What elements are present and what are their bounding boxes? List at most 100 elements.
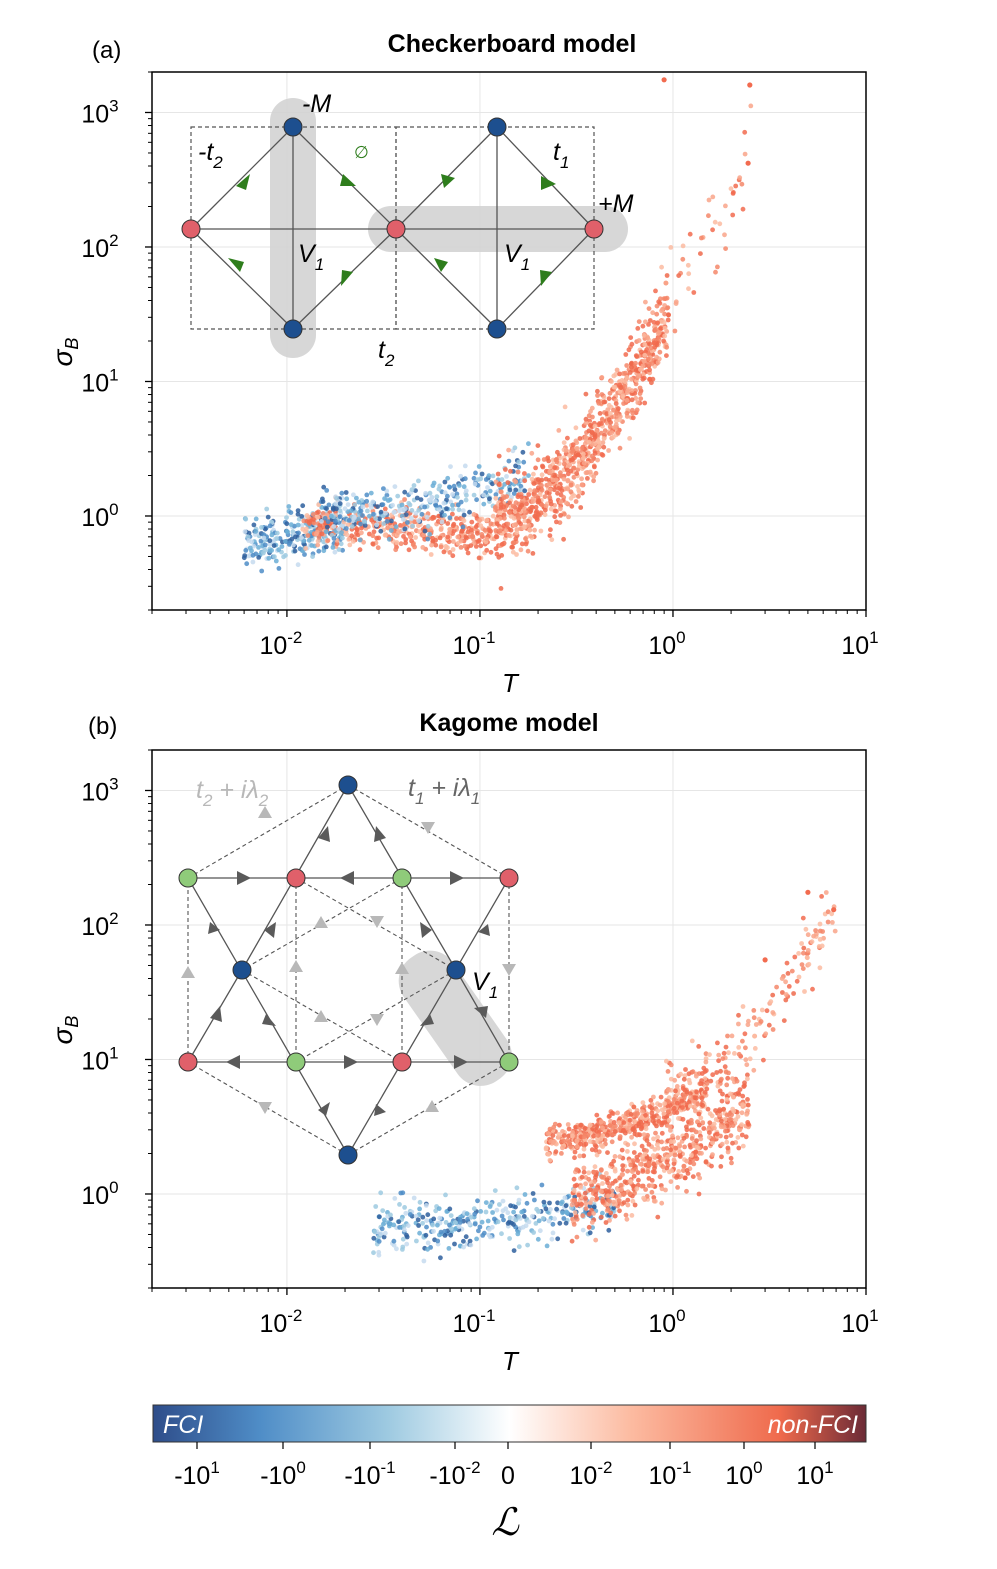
scatter-point	[344, 532, 350, 537]
scatter-point	[651, 1161, 657, 1167]
arrow-icon	[541, 176, 556, 190]
scatter-point	[629, 397, 635, 403]
scatter-point	[463, 1234, 469, 1240]
scatter-point	[243, 516, 249, 522]
scatter-point	[605, 1206, 611, 1212]
scatter-point	[659, 1186, 665, 1192]
scatter-point	[671, 1105, 677, 1111]
arrow-icon	[289, 960, 303, 972]
scatter-point	[586, 1176, 592, 1182]
scatter-point	[548, 487, 553, 493]
scatter-point	[701, 1065, 707, 1071]
scatter-point	[409, 538, 414, 544]
scatter-point	[578, 1185, 583, 1190]
scatter-point	[571, 1222, 577, 1227]
scatter-point	[707, 1120, 713, 1126]
scatter-point	[537, 1228, 543, 1234]
scatter-point	[384, 519, 390, 524]
scatter-point	[431, 1216, 437, 1222]
scatter-point	[409, 508, 415, 513]
scatter-point	[689, 1136, 695, 1141]
scatter-point	[561, 1133, 567, 1138]
scatter-point	[616, 1120, 622, 1125]
scatter-point	[742, 1080, 747, 1086]
scatter-point	[609, 1110, 615, 1116]
scatter-point	[352, 502, 358, 508]
scatter-point	[583, 1206, 589, 1211]
scatter-point	[582, 1125, 588, 1131]
scatter-point	[599, 416, 605, 422]
scatter-point	[546, 481, 552, 487]
colorbar-tick-label: 101	[796, 1458, 833, 1490]
scatter-point	[745, 1097, 750, 1102]
scatter-point	[649, 1189, 655, 1195]
scatter-point	[638, 367, 643, 372]
scatter-point	[740, 1102, 746, 1108]
site-green	[286, 1052, 306, 1072]
scatter-point	[501, 495, 507, 500]
scatter-point	[404, 1241, 410, 1247]
scatter-point	[645, 335, 650, 341]
scatter-point	[673, 1145, 678, 1151]
scatter-point	[653, 326, 659, 332]
scatter-point	[477, 518, 483, 523]
scatter-point	[559, 1151, 564, 1156]
arrow-icon	[370, 1014, 384, 1026]
scatter-point	[823, 890, 829, 895]
scatter-point	[740, 1093, 746, 1099]
scatter-point	[587, 1139, 593, 1144]
scatter-point	[743, 1134, 749, 1140]
scatter-point	[730, 1123, 736, 1128]
scatter-point	[528, 533, 533, 539]
scatter-point	[476, 1228, 481, 1234]
scatter-point	[568, 1144, 573, 1150]
scatter-point	[642, 400, 648, 406]
scatter-point	[730, 191, 736, 196]
scatter-point	[464, 1211, 470, 1217]
scatter-point	[561, 536, 566, 542]
scatter-point	[420, 545, 426, 550]
scatter-point	[713, 1108, 718, 1113]
scatter-point	[500, 1208, 506, 1214]
scatter-point	[483, 1209, 489, 1215]
scatter-point	[513, 536, 519, 542]
scatter-point	[659, 1130, 665, 1136]
scatter-point	[513, 522, 519, 528]
scatter-point	[571, 465, 577, 471]
scatter-point	[518, 483, 524, 489]
scatter-point	[394, 1246, 399, 1252]
scatter-point	[639, 1143, 645, 1149]
y-tick-label: 100	[81, 500, 118, 532]
scatter-point	[494, 521, 500, 527]
scatter-point	[601, 444, 607, 450]
scatter-point	[447, 527, 453, 532]
site-blue	[338, 1145, 358, 1165]
arrow-icon	[450, 871, 464, 885]
scatter-point	[490, 1210, 495, 1215]
scatter-point	[417, 1206, 422, 1212]
scatter-point	[384, 488, 390, 494]
scatter-point	[371, 511, 376, 517]
scatter-point	[508, 468, 513, 474]
scatter-point	[817, 928, 823, 934]
scatter-point	[442, 479, 448, 485]
scatter-point	[609, 379, 614, 384]
scatter-point	[481, 492, 486, 498]
scatter-point	[539, 502, 545, 508]
scatter-point	[548, 527, 553, 533]
colorbar-gradient	[152, 1404, 867, 1443]
scatter-point	[305, 533, 311, 538]
scatter-point	[676, 1116, 681, 1121]
scatter-point	[698, 251, 703, 256]
label-t1-lambda1-tailsub: 1	[471, 789, 480, 808]
scatter-point	[640, 1154, 645, 1159]
scatter-point	[736, 1021, 741, 1027]
scatter-point	[547, 533, 553, 538]
scatter-point	[716, 1052, 722, 1058]
scatter-point	[726, 1112, 732, 1117]
scatter-point	[577, 436, 583, 441]
scatter-point	[694, 1138, 699, 1144]
scatter-point	[330, 545, 336, 550]
scatter-point	[458, 473, 464, 479]
scatter-point	[505, 1210, 511, 1216]
